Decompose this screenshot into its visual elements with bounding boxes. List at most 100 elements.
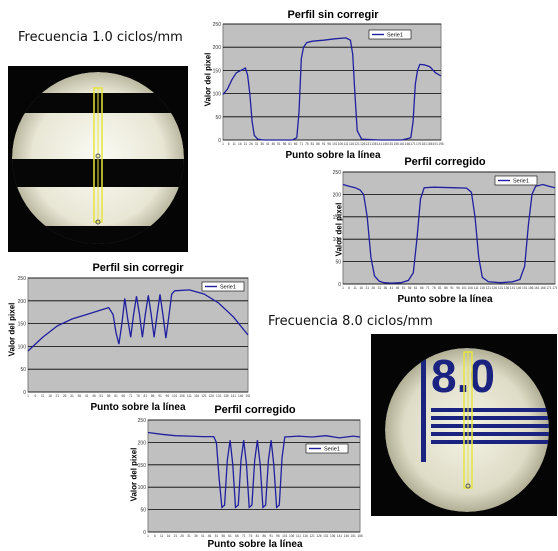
x-tick-label: 121 [309,534,315,538]
x-tick-label: 151 [388,142,394,146]
x-tick-label: 26 [372,286,376,290]
x-tick-label: 151 [522,286,528,290]
x-tick-label: 101 [332,142,338,146]
frequency-high-label: Frecuencia 8.0 ciclos/mm [268,314,433,329]
x-tick-label: 81 [144,394,148,398]
legend-label: Serie1 [220,285,236,291]
plot-area [222,23,442,141]
high-frequency-photo: 8.0 [371,334,557,516]
y-tick-label: 200 [213,45,222,51]
x-tick-label: 11 [353,286,357,290]
y-tick-label: 0 [23,390,26,396]
x-tick-label: 26 [180,534,184,538]
low-frequency-photo-svg [8,66,188,252]
x-tick-label: 156 [357,534,363,538]
y-tick-label: 250 [333,170,342,176]
x-tick-label: 106 [179,394,185,398]
x-tick-label: 36 [260,142,264,146]
high-frequency-photo-svg: 8.0 [371,334,557,516]
x-tick-label: 126 [316,534,322,538]
x-tick-label: 191 [433,142,439,146]
x-tick-label: 131 [216,394,222,398]
x-tick-label: 126 [209,394,215,398]
x-tick-label: 6 [348,286,350,290]
x-tick-label: 16 [48,394,52,398]
plot-area [27,277,249,393]
x-tick-label: 6 [228,142,230,146]
x-tick-label: 46 [208,534,212,538]
x-tick-label: 131 [323,534,329,538]
x-tick-label: 146 [382,142,388,146]
x-tick-label: 96 [276,534,280,538]
x-tick-label: 116 [480,286,485,290]
x-tick-label: 116 [349,142,354,146]
x-tick-label: 106 [289,534,295,538]
x-tick-label: 46 [272,142,276,146]
x-tick-label: 171 [546,286,552,290]
x-tick-label: 166 [405,142,411,146]
chart1-xlabel: Punto sobre la línea [285,150,381,161]
x-tick-label: 116 [194,394,199,398]
y-tick-label: 150 [333,215,342,221]
x-tick-label: 66 [420,286,424,290]
y-tick-label: 100 [333,237,342,243]
chart-digits-text: 8.0 [431,350,495,402]
x-tick-label: 1 [342,286,344,290]
x-tick-label: 51 [100,394,104,398]
chart2-title: Perfil corregido [404,156,486,168]
x-tick-label: 151 [245,394,250,398]
x-tick-label: 21 [56,394,60,398]
x-tick-label: 166 [540,286,546,290]
x-tick-label: 56 [221,534,225,538]
x-tick-label: 61 [114,394,118,398]
x-tick-label: 146 [238,394,244,398]
x-tick-label: 56 [107,394,111,398]
x-tick-label: 51 [215,534,219,538]
x-tick-label: 1 [27,394,29,398]
x-tick-label: 81 [438,286,442,290]
x-tick-label: 156 [528,286,534,290]
y-tick-label: 150 [18,322,27,328]
x-tick-label: 96 [456,286,460,290]
y-tick-label: 250 [213,22,222,28]
y-tick-label: 200 [138,440,147,446]
x-tick-label: 51 [277,142,281,146]
y-tick-label: 200 [333,192,342,198]
x-tick-label: 31 [378,286,382,290]
chart3-xlabel: Punto sobre la línea [90,402,186,413]
x-tick-label: 76 [136,394,140,398]
y-tick-label: 150 [138,463,147,469]
x-tick-label: 111 [344,142,349,146]
x-tick-label: 66 [122,394,126,398]
x-tick-label: 41 [201,534,205,538]
x-tick-label: 91 [450,286,454,290]
x-tick-label: 141 [510,286,516,290]
chart-legend: Serie1 [368,29,412,40]
x-tick-label: 86 [316,142,320,146]
x-tick-label: 161 [399,142,405,146]
x-tick-label: 16 [167,534,171,538]
y-tick-label: 0 [338,282,341,288]
x-tick-label: 141 [337,534,343,538]
x-tick-label: 36 [78,394,82,398]
chart-legend: Serie1 [305,443,349,454]
x-tick-label: 141 [231,394,237,398]
x-tick-label: 91 [322,142,326,146]
x-tick-label: 76 [432,286,436,290]
series-line [27,289,249,352]
y-tick-label: 150 [213,68,222,74]
y-tick-label: 50 [20,367,26,373]
y-tick-label: 250 [18,276,27,282]
y-tick-label: 0 [218,138,221,144]
x-tick-label: 61 [288,142,292,146]
plot-area [342,171,556,285]
x-tick-label: 111 [296,534,301,538]
chart-legend: Serie1 [201,281,245,292]
x-tick-label: 71 [242,534,246,538]
x-tick-label: 131 [498,286,504,290]
legend-label: Serie1 [513,179,529,185]
x-tick-label: 81 [311,142,315,146]
x-tick-label: 36 [194,534,198,538]
